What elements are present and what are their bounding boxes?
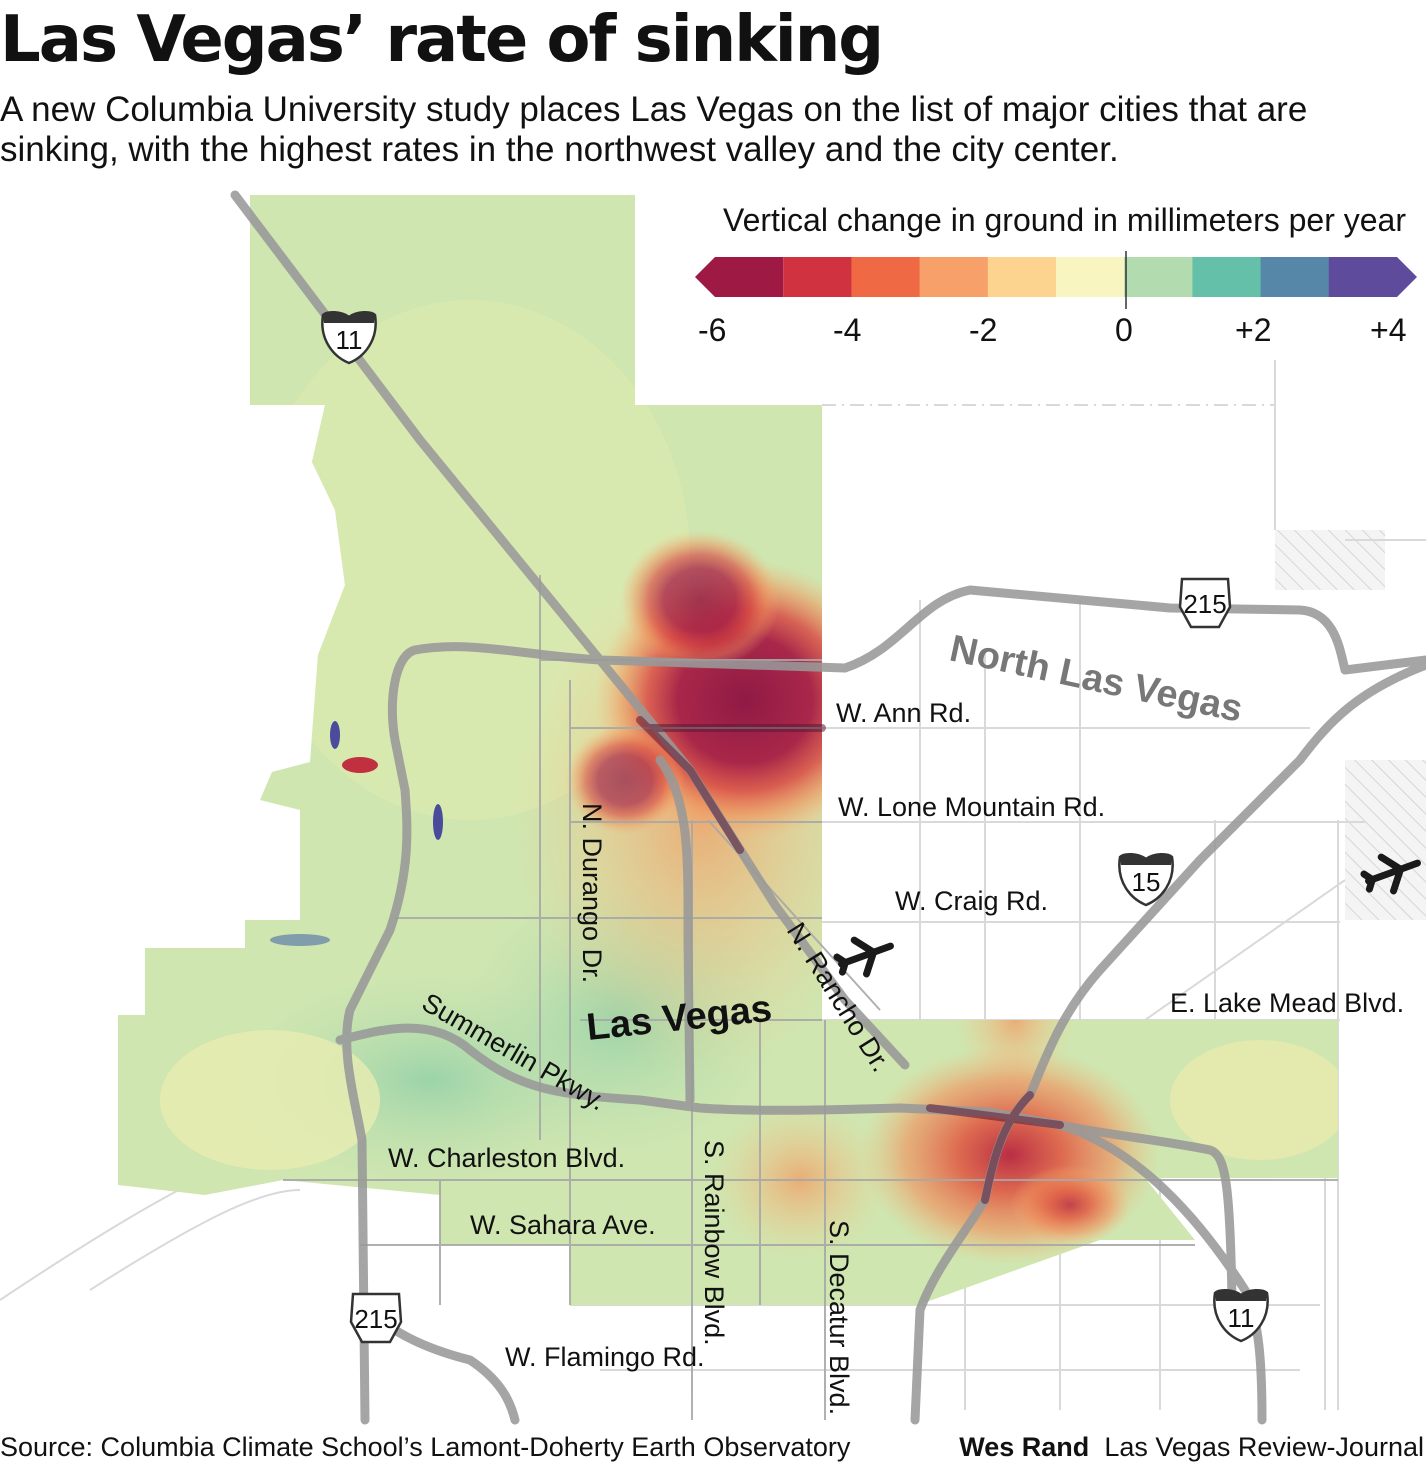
publication-name: Las Vegas Review-Journal xyxy=(1104,1432,1424,1462)
author-name: Wes Rand xyxy=(959,1432,1090,1462)
route-215-shield-north: 215 xyxy=(1178,577,1232,629)
subsidence-raster xyxy=(118,195,1338,1305)
legend-tick: +4 xyxy=(1370,312,1407,348)
legend-swatch xyxy=(1124,257,1193,297)
airplane-icon xyxy=(1360,853,1421,895)
street-label-ann: W. Ann Rd. xyxy=(836,698,971,728)
legend-swatch xyxy=(987,257,1057,297)
street-label-decatur: S. Decatur Blvd. xyxy=(824,1220,854,1415)
route-215-west-label: 215 xyxy=(354,1304,397,1334)
street-label-craig: W. Craig Rd. xyxy=(895,886,1048,916)
legend-swatch xyxy=(1192,257,1262,297)
page-title: Las Vegas’ rate of sinking xyxy=(0,3,884,77)
street-label-sahara: W. Sahara Ave. xyxy=(470,1210,656,1240)
legend-swatch xyxy=(1260,257,1330,297)
route-215-shield-west: 215 xyxy=(349,1292,403,1344)
route-215-north-label: 215 xyxy=(1183,589,1226,619)
byline: Wes Rand Las Vegas Review-Journal xyxy=(959,1432,1424,1463)
street-label-rainbow: S. Rainbow Blvd. xyxy=(699,1140,729,1346)
legend-swatch xyxy=(1328,257,1417,297)
interstate-11-north-label: 11 xyxy=(336,325,363,355)
legend-tick: 0 xyxy=(1115,312,1133,348)
legend-swatch xyxy=(851,257,921,297)
street-label-lone-mountain: W. Lone Mountain Rd. xyxy=(838,792,1105,822)
street-label-flamingo: W. Flamingo Rd. xyxy=(505,1342,705,1372)
interstate-15-shield: 15 xyxy=(1118,853,1174,907)
north-las-vegas-label: North Las Vegas xyxy=(946,628,1246,731)
street-label-lake-mead: E. Lake Mead Blvd. xyxy=(1170,988,1404,1018)
street-label-durango: N. Durango Dr. xyxy=(577,803,607,983)
legend-swatch xyxy=(783,257,852,297)
legend-swatch xyxy=(695,257,784,297)
legend-swatch xyxy=(1056,257,1125,297)
highways xyxy=(230,190,1426,1425)
highway-hotspot-overlay xyxy=(636,716,1064,1204)
interstate-11-shield-north: 11 xyxy=(321,311,377,365)
legend-tick: -4 xyxy=(833,312,862,348)
interstate-11-shield-south: 11 xyxy=(1213,1289,1269,1343)
legend-tick: -2 xyxy=(969,312,998,348)
interstate-15-label: 15 xyxy=(1132,867,1161,897)
legend-color-bar xyxy=(695,251,1417,309)
hatched-area xyxy=(1345,760,1426,920)
legend-swatch xyxy=(919,257,989,297)
source-credit: Source: Columbia Climate School’s Lamont… xyxy=(0,1432,851,1462)
legend-title: Vertical change in ground in millimeters… xyxy=(723,202,1406,238)
interstate-11-south-label: 11 xyxy=(1228,1303,1255,1333)
street-label-charleston: W. Charleston Blvd. xyxy=(388,1143,625,1173)
subtitle: A new Columbia University study places L… xyxy=(0,90,1308,169)
legend-tick: -6 xyxy=(698,312,727,348)
legend-tick: +2 xyxy=(1235,312,1272,348)
airplane-icon xyxy=(833,936,894,978)
